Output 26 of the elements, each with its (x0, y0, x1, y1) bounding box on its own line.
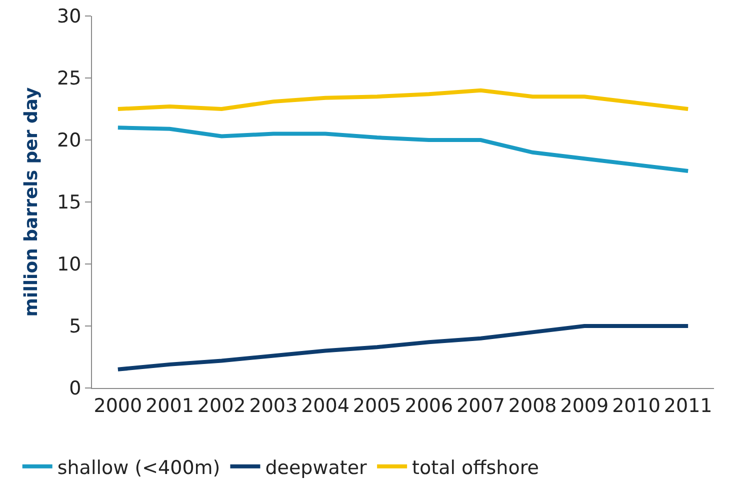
x-tick-label: 2011 (664, 394, 712, 417)
legend-label: deepwater (265, 456, 368, 479)
y-tick-label: 20 (57, 130, 82, 152)
x-tick-label: 2009 (560, 394, 609, 417)
x-tick-label: 2010 (612, 394, 660, 417)
y-tick-label: 30 (57, 6, 82, 28)
x-tick-label: 2002 (197, 394, 246, 417)
y-tick-label: 25 (57, 68, 82, 90)
x-tick-label: 2000 (94, 394, 142, 417)
x-tick-label: 2007 (456, 394, 505, 417)
line-series (116, 126, 690, 173)
x-tick-label: 2008 (508, 394, 557, 417)
y-tick-label: 5 (69, 316, 82, 338)
x-tick-label: 2005 (352, 394, 402, 417)
x-tick-label: 2006 (404, 394, 454, 417)
x-tick-label: 2004 (301, 394, 350, 417)
legend-label: total offshore (412, 456, 539, 479)
y-axis-title: million barrels per day (21, 87, 42, 317)
x-tick-label: 2003 (249, 394, 298, 417)
y-tick-label: 0 (69, 378, 82, 400)
x-tick-label: 2001 (146, 394, 194, 417)
line-series (116, 324, 690, 372)
legend-label: shallow (<400m) (57, 456, 220, 479)
y-tick-label: 15 (57, 192, 82, 214)
line-series (116, 88, 690, 111)
y-tick-label: 10 (57, 254, 82, 276)
